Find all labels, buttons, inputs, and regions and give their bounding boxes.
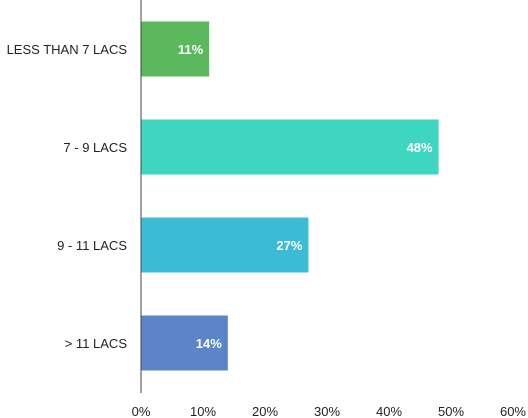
category-label-2: 9 - 11 LACS (57, 238, 127, 253)
category-label-0: LESS THAN 7 LACS (7, 42, 128, 57)
x-tick-label-5: 50% (438, 404, 464, 418)
x-tick-label-4: 40% (376, 404, 402, 418)
bars-group: 11% 48% 27% 14% (141, 21, 439, 371)
category-label-3: > 11 LACS (65, 336, 128, 351)
category-labels-group: LESS THAN 7 LACS 7 - 9 LACS 9 - 11 LACS > 1… (7, 42, 128, 351)
bar-value-label-1: 48% (407, 140, 433, 155)
x-tick-label-6: 60% (500, 404, 526, 418)
bar-value-label-0: 11% (178, 42, 204, 57)
x-tick-label-1: 10% (190, 404, 216, 418)
bar-2 (141, 217, 309, 273)
x-tick-label-0: 0% (132, 404, 151, 418)
x-tick-label-2: 20% (252, 404, 278, 418)
bar-0 (141, 21, 210, 77)
bar-1 (141, 119, 439, 175)
x-tick-label-3: 30% (314, 404, 340, 418)
bar-value-label-3: 14% (196, 336, 222, 351)
x-tick-labels-group: 0% 10% 20% 30% 40% 50% 60% (132, 404, 527, 418)
bar-value-label-2: 27% (276, 238, 302, 253)
category-label-1: 7 - 9 LACS (63, 140, 127, 155)
bar-3 (141, 315, 228, 371)
